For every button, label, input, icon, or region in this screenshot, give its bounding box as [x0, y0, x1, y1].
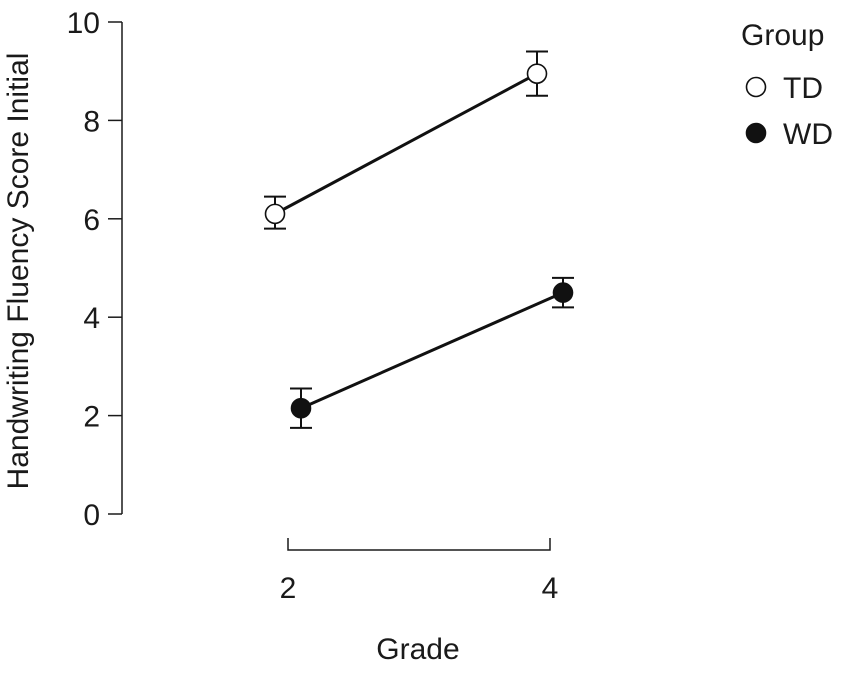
legend-label: WD: [783, 118, 833, 151]
data-point: [290, 397, 312, 419]
legend-item-td: TD: [745, 72, 823, 105]
y-tick-label: 0: [83, 499, 100, 532]
legend-label: TD: [783, 72, 823, 105]
data-point: [264, 203, 286, 225]
legend: Group TD WD: [741, 19, 833, 151]
legend-item-wd: WD: [745, 118, 833, 151]
x-axis-bracket: [287, 538, 551, 551]
y-ticks: 0 2 4 6 8 10: [67, 7, 122, 532]
y-tick-label: 8: [83, 105, 100, 138]
legend-marker: [745, 76, 767, 98]
y-tick-label: 6: [83, 204, 100, 237]
series-line: [274, 72, 538, 216]
x-tick-label: 2: [280, 572, 297, 605]
series-td: [264, 50, 548, 230]
y-tick-label: 2: [83, 401, 100, 434]
series-layer: [264, 50, 574, 429]
y-axis: 0 2 4 6 8 10: [67, 7, 123, 532]
data-point: [526, 63, 548, 84]
x-tick-label: 4: [542, 572, 559, 605]
legend-items: TD WD: [745, 72, 833, 151]
legend-marker: [745, 122, 767, 144]
y-tick-label: 4: [83, 302, 100, 335]
series-wd: [290, 276, 574, 429]
legend-title: Group: [741, 19, 824, 52]
series-line: [300, 291, 564, 410]
y-axis-label: Handwriting Fluency Score Initial: [2, 53, 35, 490]
y-tick-label: 10: [67, 7, 100, 40]
x-axis-label: Grade: [376, 633, 459, 666]
data-point: [552, 282, 574, 303]
